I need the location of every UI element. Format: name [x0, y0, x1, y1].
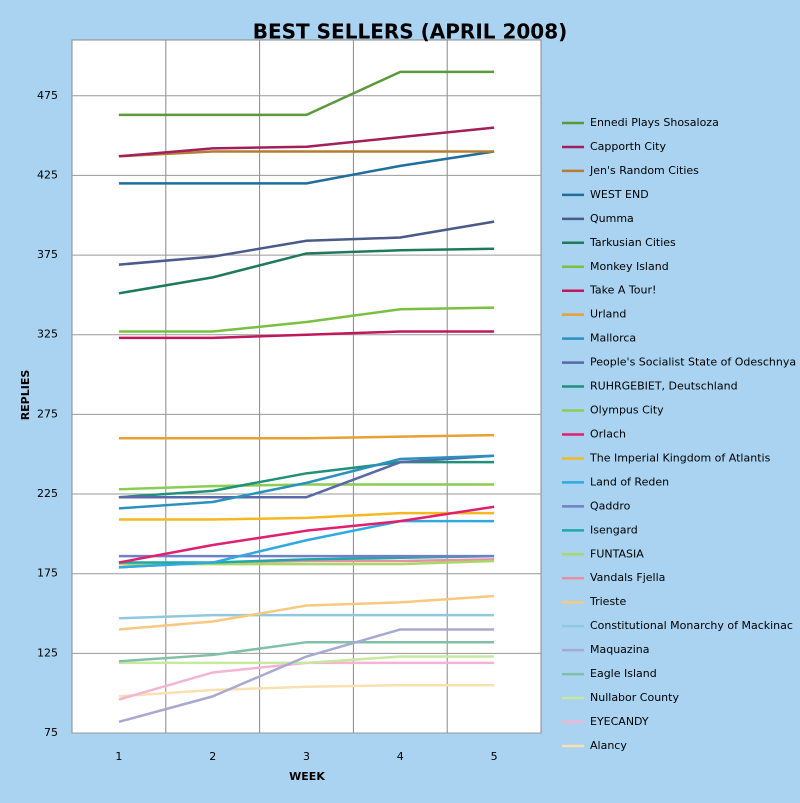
- x-tick-label: 4: [397, 750, 404, 763]
- legend-label: Alancy: [590, 739, 627, 752]
- series-line: [118, 247, 495, 295]
- series-line: [118, 613, 495, 620]
- legend-label: Qaddro: [590, 499, 631, 512]
- series-line: [118, 330, 495, 340]
- y-tick-label: 325: [37, 328, 58, 341]
- series-line: [118, 126, 495, 158]
- series-line: [118, 150, 495, 185]
- legend-label: Mallorca: [590, 332, 636, 345]
- y-tick-label: 275: [37, 407, 58, 420]
- series-line: [118, 683, 495, 698]
- y-tick-label: 375: [37, 248, 58, 261]
- legend-label: Trieste: [589, 595, 626, 608]
- legend-label: Vandals Fjella: [590, 571, 665, 584]
- legend-label: Qumma: [590, 212, 634, 225]
- x-tick-label: 1: [115, 750, 122, 763]
- y-tick-label: 125: [37, 646, 58, 659]
- legend-label: People's Socialist State of Odeschnya: [590, 356, 796, 369]
- chart-title: BEST SELLERS (APRIL 2008): [253, 20, 568, 44]
- series-line: [118, 483, 495, 491]
- series-line: [118, 70, 495, 117]
- series-line: [118, 594, 495, 631]
- legend-label: EYECANDY: [590, 715, 649, 728]
- legend-label: Capporth City: [590, 140, 666, 153]
- legend-label: WEST END: [590, 188, 649, 201]
- series-line: [118, 505, 495, 564]
- series-line: [118, 306, 495, 333]
- series-line: [118, 511, 495, 521]
- x-tick-label: 3: [303, 750, 310, 763]
- legend-label: Isengard: [590, 523, 638, 536]
- series-line: [118, 640, 495, 663]
- x-axis-title: WEEK: [289, 770, 325, 783]
- legend-label: Nullabor County: [590, 691, 679, 704]
- y-axis-title: REPLIES: [19, 370, 32, 421]
- series-line: [118, 433, 495, 440]
- series-line: [118, 454, 495, 510]
- series-line: [118, 454, 495, 499]
- legend-label: Jen's Random Cities: [589, 164, 699, 177]
- legend-label: Urland: [590, 308, 626, 321]
- legend-label: The Imperial Kingdom of Atlantis: [589, 451, 771, 464]
- legend-label: FUNTASIA: [590, 547, 644, 560]
- y-tick-label: 475: [37, 89, 58, 102]
- legend-label: Maquazina: [590, 643, 649, 656]
- legend-label: Constitutional Monarchy of Mackinac: [590, 619, 793, 632]
- legend-label: Ennedi Plays Shosaloza: [590, 116, 719, 129]
- y-tick-label: 75: [44, 726, 58, 739]
- y-tick-label: 425: [37, 168, 58, 181]
- legend-label: Monkey Island: [590, 260, 669, 273]
- y-tick-label: 225: [37, 487, 58, 500]
- x-tick-label: 2: [209, 750, 216, 763]
- series-line: [118, 628, 495, 724]
- legend-label: Take A Tour!: [589, 284, 656, 297]
- y-tick-label: 175: [37, 567, 58, 580]
- legend-label: Tarkusian Cities: [589, 236, 676, 249]
- series-line: [118, 655, 495, 665]
- legend-label: RUHRGEBIET, Deutschland: [590, 380, 738, 393]
- legend-label: Orlach: [590, 427, 626, 440]
- legend-label: Eagle Island: [590, 667, 657, 680]
- x-tick-label: 5: [491, 750, 498, 763]
- series-line: [118, 519, 495, 569]
- series-line: [118, 150, 495, 158]
- series-line: [118, 460, 495, 499]
- legend-label: Olympus City: [590, 404, 664, 417]
- legend-label: Land of Reden: [590, 475, 669, 488]
- series-line: [118, 220, 495, 266]
